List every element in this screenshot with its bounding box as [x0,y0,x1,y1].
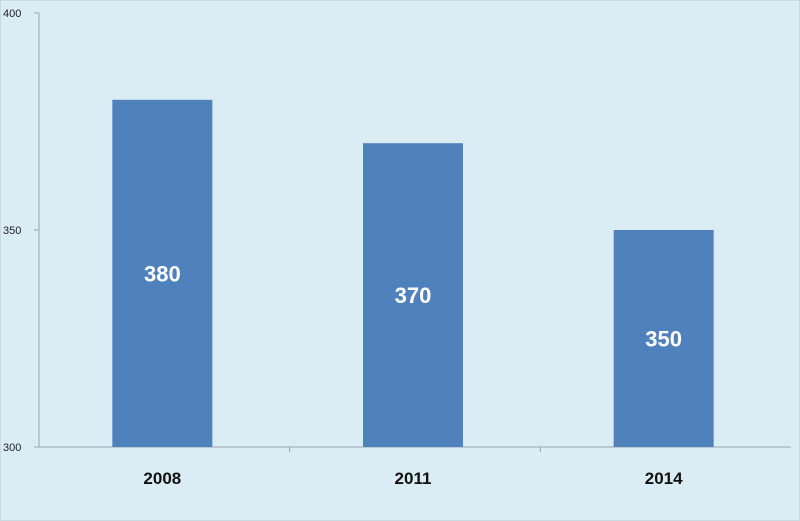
bars [112,99,714,448]
y-tick-label: 350 [3,225,21,237]
bar [613,230,714,447]
labels: 380 2008 370 2011 350 2014 [143,261,683,488]
y-tick-label: 300 [3,442,21,454]
x-tick-label: 2014 [645,469,683,488]
data-label: 350 [645,327,682,352]
data-label: 370 [395,283,432,308]
x-tick-label: 2011 [395,469,432,488]
x-tick-label: 2008 [143,469,181,488]
bar [363,143,463,447]
bar [112,99,213,448]
data-label: 380 [144,261,181,286]
y-tick-label: 400 [3,8,21,20]
